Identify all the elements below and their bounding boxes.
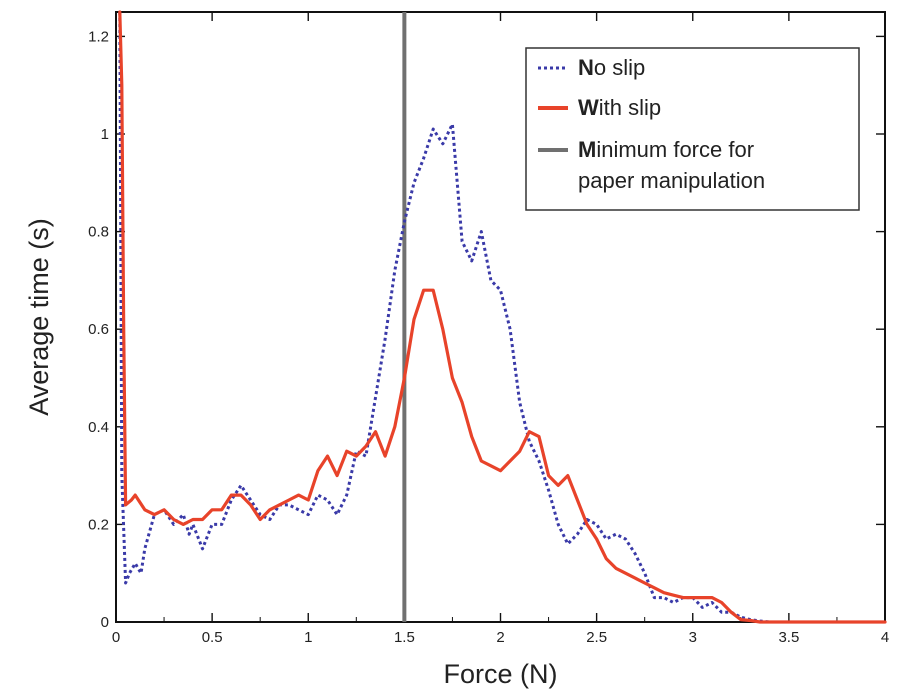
x-tick-label: 0	[112, 629, 120, 646]
x-tick-label: 3	[689, 629, 697, 646]
y-tick-label: 0.6	[88, 321, 109, 338]
x-tick-label: 2.5	[586, 629, 607, 646]
x-tick-label: 3.5	[778, 629, 799, 646]
x-tick-label: 1	[304, 629, 312, 646]
legend-label-rest: inimum force for	[596, 137, 754, 162]
y-tick-label: 0.4	[88, 419, 109, 436]
with-slip-line	[118, 10, 887, 624]
y-axis-title: Average time (s)	[24, 218, 54, 416]
legend-label-line2: paper manipulation	[578, 168, 765, 193]
y-tick-label: 1	[101, 126, 109, 143]
tick-labels: 0 0.5 1 1.5 2 2.5 3 3.5 4 0 0.2 0.4 0.6 0.8 1 1.2	[88, 28, 889, 646]
x-tick-label: 4	[881, 629, 889, 646]
x-tick-label: 0.5	[202, 629, 223, 646]
no-slip-line	[118, 11, 770, 624]
legend-label: No slip	[578, 55, 645, 80]
legend-label-initial: N	[578, 55, 594, 80]
series-group	[118, 10, 887, 624]
legend-label-initial: W	[578, 95, 599, 120]
y-tick-label: 1.2	[88, 28, 109, 45]
x-tick-label: 2	[496, 629, 504, 646]
y-tick-label: 0.2	[88, 516, 109, 533]
x-axis-title: Force (N)	[444, 659, 558, 689]
plot-area	[115, 10, 887, 624]
legend-label: Minimum force for	[578, 137, 754, 162]
legend-label-initial: M	[578, 137, 596, 162]
legend-label-rest: ith slip	[599, 95, 661, 120]
y-tick-label: 0	[101, 614, 109, 631]
x-tick-label: 1.5	[394, 629, 415, 646]
y-tick-label: 0.8	[88, 224, 109, 241]
legend-box	[525, 47, 860, 211]
legend-label-rest: o slip	[594, 55, 645, 80]
legend-label: With slip	[578, 95, 661, 120]
